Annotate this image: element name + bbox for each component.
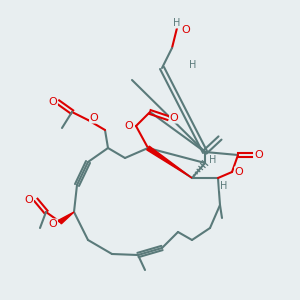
Text: O: O (124, 121, 134, 131)
Text: H: H (189, 60, 197, 70)
Text: O: O (25, 195, 33, 205)
Text: H: H (209, 155, 217, 165)
Text: O: O (90, 113, 98, 123)
Text: O: O (49, 219, 57, 229)
Polygon shape (59, 212, 74, 224)
Text: O: O (169, 113, 178, 123)
Text: O: O (255, 150, 263, 160)
Text: O: O (182, 25, 190, 35)
Text: H: H (173, 18, 181, 28)
Polygon shape (147, 146, 192, 178)
Text: O: O (49, 97, 57, 107)
Text: H: H (220, 181, 228, 191)
Text: O: O (235, 167, 243, 177)
